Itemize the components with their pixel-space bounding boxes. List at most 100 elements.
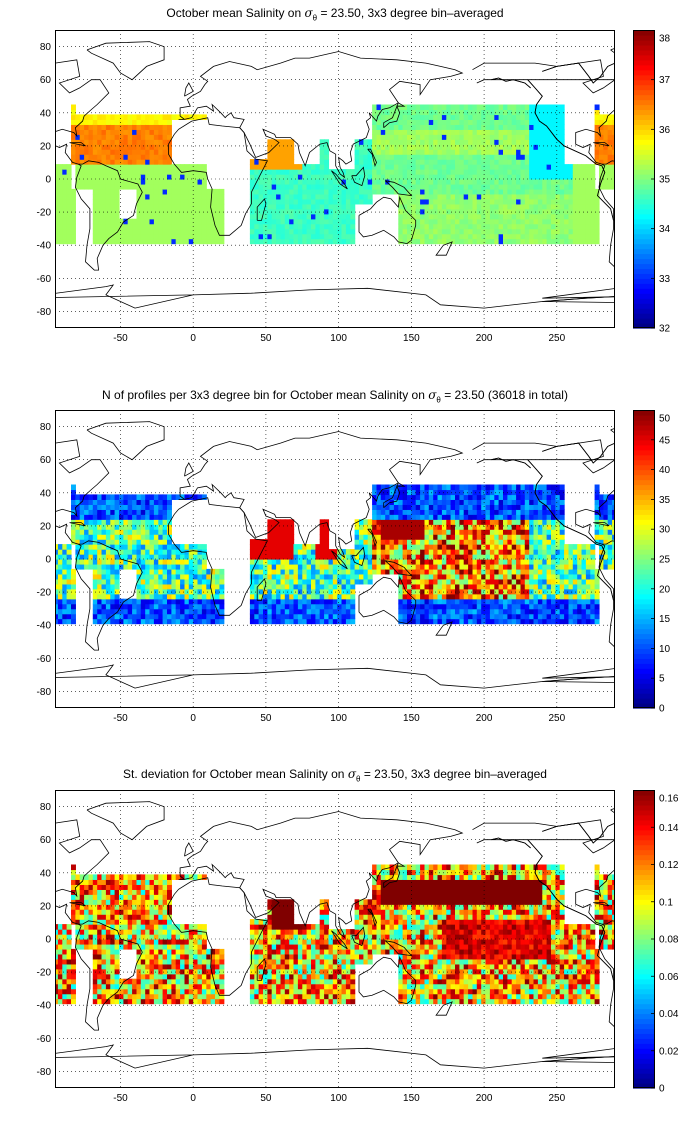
data-bin xyxy=(511,139,517,145)
data-bin xyxy=(119,139,124,145)
data-bin xyxy=(411,109,417,116)
data-bin xyxy=(359,159,364,165)
data-bin xyxy=(149,544,155,550)
data-bin xyxy=(380,549,386,555)
data-bin xyxy=(489,114,495,120)
data-bin xyxy=(372,509,378,515)
data-bin xyxy=(468,529,474,535)
data-bin xyxy=(472,519,478,525)
data-bin xyxy=(437,539,443,545)
data-bin xyxy=(71,499,76,505)
data-bin xyxy=(446,603,452,610)
data-bin xyxy=(105,539,111,545)
data-bin xyxy=(97,598,103,605)
data-bin xyxy=(415,164,421,170)
data-bin xyxy=(524,519,530,525)
data-bin xyxy=(254,159,260,165)
data-bin xyxy=(267,164,273,170)
data-bin xyxy=(494,613,500,620)
y-tick-label: 60 xyxy=(40,75,52,86)
data-bin xyxy=(424,484,430,491)
data-bin xyxy=(201,233,207,240)
data-bin xyxy=(507,213,513,220)
data-bin xyxy=(127,504,133,510)
data-bin xyxy=(62,223,68,230)
data-bin xyxy=(132,559,138,565)
data-bin xyxy=(376,509,382,515)
data-bin xyxy=(140,544,146,550)
data-bin xyxy=(599,129,604,135)
data-bin xyxy=(459,198,465,205)
data-bin xyxy=(267,208,273,215)
data-bin xyxy=(158,159,164,165)
data-bin xyxy=(145,169,151,175)
data-bin xyxy=(136,208,142,215)
data-bin xyxy=(376,519,382,525)
data-bin xyxy=(132,228,138,235)
data-bin xyxy=(441,618,447,625)
data-bin xyxy=(511,154,517,160)
data-bin xyxy=(420,114,426,120)
data-bin xyxy=(324,549,330,555)
data-bin xyxy=(463,154,469,160)
data-bin xyxy=(350,174,356,180)
data-bin xyxy=(524,144,530,150)
data-bin xyxy=(372,109,378,116)
data-bin xyxy=(324,154,330,160)
data-bin xyxy=(350,193,356,200)
data-bin xyxy=(249,603,255,610)
data-bin xyxy=(367,539,373,545)
data-bin xyxy=(424,193,430,200)
data-bin xyxy=(415,524,421,530)
data-bin xyxy=(354,549,360,555)
data-bin xyxy=(249,233,255,240)
data-bin xyxy=(420,144,426,150)
data-bin xyxy=(306,218,312,225)
data-bin xyxy=(380,544,386,550)
data-bin xyxy=(276,198,282,205)
data-bin xyxy=(197,218,203,225)
data-bin xyxy=(297,169,303,175)
data-bin xyxy=(524,529,530,535)
data-bin xyxy=(145,114,151,120)
data-bin xyxy=(411,114,417,120)
data-bin xyxy=(324,613,330,620)
data-bin xyxy=(171,223,177,230)
data-bin xyxy=(249,568,255,575)
data-bin xyxy=(476,593,482,600)
data-bin xyxy=(153,184,159,190)
data-bin xyxy=(546,134,552,140)
data-bin xyxy=(372,499,378,505)
data-bin xyxy=(380,104,386,111)
data-bin xyxy=(123,228,129,235)
data-bin xyxy=(175,583,181,590)
data-bin xyxy=(529,213,535,220)
data-bin xyxy=(180,114,186,120)
data-bin xyxy=(132,613,138,620)
data-bin xyxy=(446,554,452,560)
data-bin xyxy=(472,203,478,210)
data-bin xyxy=(171,549,177,555)
data-bin xyxy=(149,539,155,545)
data-bin xyxy=(55,559,59,565)
data-bin xyxy=(516,618,522,625)
data-bin xyxy=(533,238,539,245)
data-bin xyxy=(71,613,76,620)
data-bin xyxy=(472,593,478,600)
data-bin xyxy=(450,223,456,230)
data-bin xyxy=(57,603,63,610)
data-bin xyxy=(359,554,364,560)
data-bin xyxy=(332,193,338,200)
data-bin xyxy=(494,104,500,111)
data-bin xyxy=(263,593,268,600)
data-bin xyxy=(494,534,500,540)
data-bin xyxy=(389,484,395,491)
data-bin xyxy=(450,559,456,565)
data-bin xyxy=(415,534,421,540)
data-bin xyxy=(101,568,107,575)
data-bin xyxy=(136,514,142,520)
data-bin xyxy=(415,179,421,185)
data-bin xyxy=(441,104,447,111)
data-bin xyxy=(324,598,330,605)
data-bin xyxy=(385,154,391,160)
